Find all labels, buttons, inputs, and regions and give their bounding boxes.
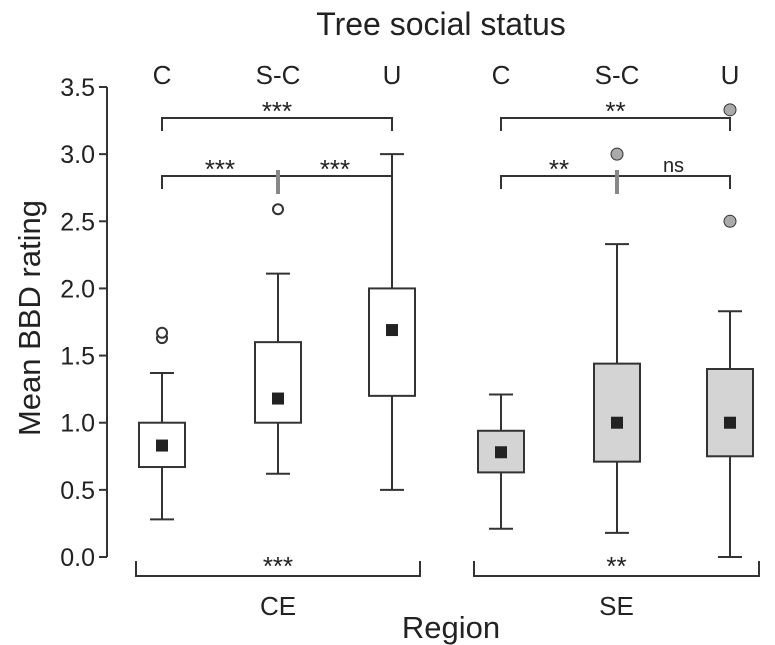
status-label-s-c: S-C [595,60,640,90]
box-se-c [477,393,525,530]
plot-area: 0.00.51.01.52.02.53.03.5 C S-C U****** *****… [60,60,760,621]
outlier-point [723,103,737,117]
mean-marker [611,416,623,429]
mean-marker [495,446,507,459]
y-tick-label: 3.0 [60,141,95,169]
y-tick-label: 2.5 [60,208,95,236]
significance-label: *** [262,96,292,126]
significance-label: *** [320,154,350,184]
region-significance-label: ** [606,551,626,581]
chart-title: Tree social status [316,6,566,42]
status-label-c: C [153,60,172,90]
status-label-s-c: S-C [256,60,301,90]
box-iqr [706,368,754,458]
region-label-se: SE [599,591,634,621]
outlier-point [723,214,737,228]
box-iqr [368,287,416,397]
region-bracket [473,561,760,577]
box-iqr [254,341,302,424]
significance-label: *** [205,154,235,184]
box-iqr [593,362,641,463]
x-axis-label: Region [402,610,500,645]
y-tick-label: 3.5 [60,74,95,102]
y-tick-label: 1.0 [60,410,95,438]
box-ce-u [368,153,416,491]
outlier-point [272,203,284,216]
region-bracket [135,561,421,577]
y-axis-label: Mean BBD rating [12,200,47,436]
y-tick-label: 1.5 [60,343,95,371]
mean-marker [386,324,398,337]
y-tick-label: 0.0 [60,544,95,572]
significance-label: ** [605,96,625,126]
box-ce-s-c [254,203,302,475]
mean-marker [724,416,736,429]
status-label-u: U [383,60,402,90]
region-label-ce: CE [260,591,296,621]
outlier-point [610,147,624,161]
comparison-bracket [161,117,393,131]
y-tick-label: 2.0 [60,275,95,303]
box-ce-c [138,326,186,521]
comparison-bracket [616,175,731,189]
box-se-s-c [593,147,641,534]
outlier-point [156,326,168,339]
comparison-bracket [500,117,731,131]
significance-label: ns [663,155,684,177]
status-label-u: U [721,60,740,90]
box-se-u [706,103,754,558]
y-tick-label: 0.5 [60,477,95,505]
mean-marker [272,392,284,405]
status-label-c: C [492,60,511,90]
region-significance-label: *** [263,551,293,581]
significance-label: ** [549,154,569,184]
mean-marker [156,439,168,452]
